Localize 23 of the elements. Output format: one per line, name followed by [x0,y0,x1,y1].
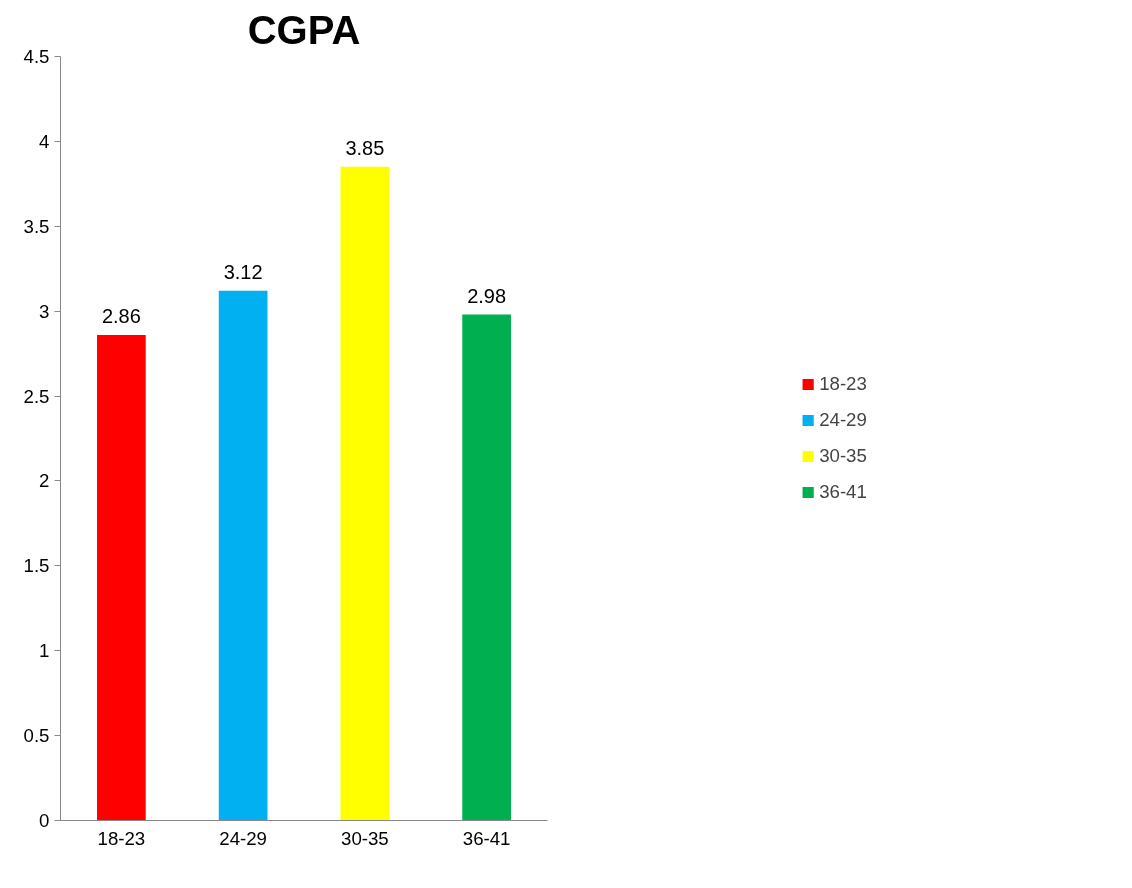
data-label: 3.85 [345,136,385,159]
x-tick-label: 18-23 [97,827,146,849]
y-tick-label: 0.5 [23,725,50,747]
legend-label: 24-29 [819,409,867,431]
legend-label: 30-35 [819,445,867,467]
y-tick-label: 0 [39,810,50,831]
x-tick-label: 30-35 [341,827,389,849]
data-label: 2.98 [467,284,507,307]
y-tick-label: 3 [39,300,50,322]
data-label: 2.86 [101,304,141,327]
data-label: 3.12 [223,260,263,283]
y-tick-label: 4.5 [23,46,50,67]
y-tick-label: 1 [39,640,50,662]
y-tick-label: 4 [39,130,50,152]
y-tick-label: 3.5 [23,215,50,237]
legend-label: 36-41 [819,481,867,503]
chart-title: CGPA [247,7,361,52]
y-tick-label: 1.5 [23,555,50,577]
x-tick-label: 24-29 [219,827,267,849]
x-tick-label: 36-41 [462,827,511,849]
y-tick-label: 2 [39,470,50,492]
legend-label: 18-23 [819,373,867,395]
y-tick-label: 2.5 [23,385,50,407]
